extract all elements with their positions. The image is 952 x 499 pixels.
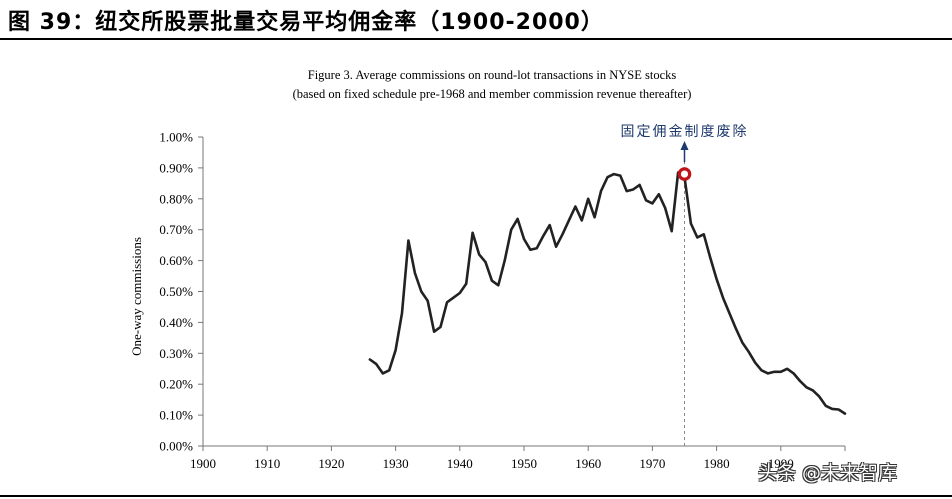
y-tick-label: 0.50% bbox=[159, 284, 193, 299]
x-tick-label: 1980 bbox=[704, 456, 730, 471]
watermark: 头条 @未来智库 bbox=[758, 462, 898, 484]
chart-axes bbox=[198, 136, 846, 451]
y-tick-label: 0.10% bbox=[159, 408, 193, 423]
x-tick-label: 1990 bbox=[768, 456, 794, 471]
y-tick-label: 0.70% bbox=[159, 222, 193, 237]
y-tick-label: 0.00% bbox=[159, 439, 193, 454]
chart-subtitle: (based on fixed schedule pre-1968 and me… bbox=[293, 87, 692, 101]
y-tick-label: 1.00% bbox=[159, 130, 193, 145]
chart-title: Figure 3. Average commissions on round-l… bbox=[308, 68, 677, 82]
x-tick-label: 1970 bbox=[639, 456, 665, 471]
x-tick-label: 1900 bbox=[190, 456, 216, 471]
y-tick-label: 0.40% bbox=[159, 315, 193, 330]
x-tick-label: 1930 bbox=[383, 456, 409, 471]
chart-labels: Figure 3. Average commissions on round-l… bbox=[129, 68, 794, 471]
series-line bbox=[368, 171, 847, 415]
y-tick-label: 0.80% bbox=[159, 191, 193, 206]
chart-marks bbox=[368, 141, 847, 446]
annotation-label: 固定佣金制度废除 bbox=[621, 124, 749, 140]
y-axis-label: One-way commissions bbox=[129, 237, 144, 356]
x-tick-label: 1940 bbox=[447, 456, 473, 471]
x-tick-label: 1920 bbox=[318, 456, 344, 471]
footer-divider bbox=[0, 495, 952, 497]
x-tick-label: 1950 bbox=[511, 456, 537, 471]
y-tick-label: 0.60% bbox=[159, 253, 193, 268]
x-tick-label: 1910 bbox=[254, 456, 280, 471]
title-divider bbox=[0, 38, 952, 40]
highlight-marker bbox=[677, 167, 692, 181]
x-tick-label: 1960 bbox=[575, 456, 601, 471]
y-tick-label: 0.90% bbox=[159, 160, 193, 175]
page-title: 图 39：纽交所股票批量交易平均佣金率（1900-2000） bbox=[8, 10, 604, 35]
y-tick-label: 0.20% bbox=[159, 377, 193, 392]
annotation-arrow-head bbox=[680, 141, 689, 150]
y-tick-label: 0.30% bbox=[159, 346, 193, 361]
